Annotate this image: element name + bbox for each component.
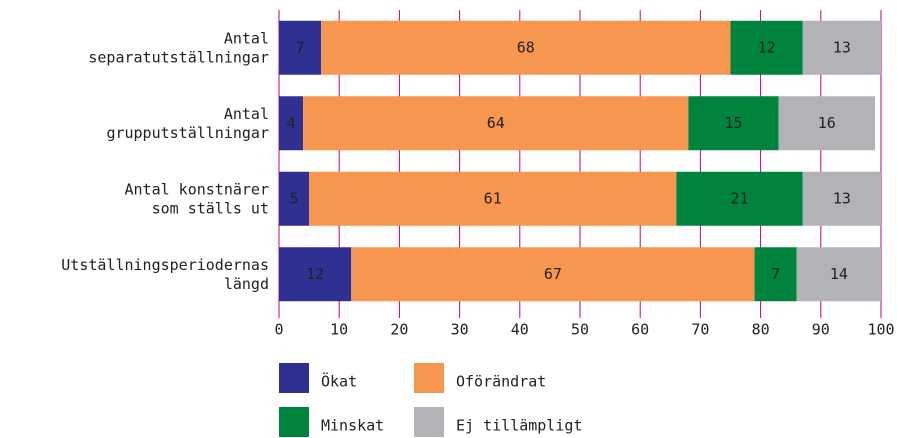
legend-label: Minskat — [321, 417, 384, 435]
x-tick-label: 20 — [390, 321, 408, 339]
category-label: Antal konstnärer som ställs ut — [125, 180, 270, 217]
bar-segment — [309, 171, 677, 226]
data-label: 21 — [730, 189, 748, 207]
data-label: 4 — [287, 114, 296, 132]
x-tick-label: 60 — [631, 321, 649, 339]
bar-segment — [321, 20, 731, 75]
legend-swatch — [414, 363, 444, 393]
data-label: 68 — [517, 38, 535, 56]
data-label: 7 — [296, 38, 305, 56]
data-label: 13 — [833, 189, 851, 207]
bar-segment — [796, 247, 881, 302]
data-label: 15 — [724, 114, 742, 132]
bar-segment — [688, 96, 779, 151]
bar-segment — [303, 96, 689, 151]
category-label: Antal separatutställningar — [88, 29, 269, 66]
bar-segment — [754, 247, 797, 302]
x-tick-label: 10 — [330, 321, 348, 339]
legend-swatch — [414, 407, 444, 437]
x-tick-label: 100 — [867, 321, 894, 339]
category-label: Utställningsperiodernas längd — [61, 255, 269, 292]
x-tick-label: 70 — [691, 321, 709, 339]
data-label: 16 — [818, 114, 836, 132]
bar-segment — [279, 171, 310, 226]
category-label: Antal grupputställningar — [106, 104, 269, 141]
legend-label: Ökat — [321, 372, 357, 391]
x-tick-label: 40 — [511, 321, 529, 339]
data-label: 14 — [830, 265, 848, 283]
data-label: 67 — [544, 265, 562, 283]
data-label: 12 — [758, 38, 776, 56]
legend-swatch — [279, 407, 309, 437]
x-tick-label: 30 — [451, 321, 469, 339]
legend-label: Ej tillämpligt — [456, 417, 582, 435]
data-label: 12 — [306, 265, 324, 283]
data-label: 61 — [484, 189, 502, 207]
bar-segment — [279, 96, 304, 151]
legend-label: Oförändrat — [456, 373, 546, 391]
bar-segment — [351, 247, 755, 302]
data-label: 13 — [833, 38, 851, 56]
bar-segment — [802, 20, 881, 75]
bar-segment — [730, 20, 803, 75]
bar-segment — [778, 96, 875, 151]
x-tick-label: 90 — [812, 321, 830, 339]
bar-segment — [802, 171, 881, 226]
data-label: 5 — [290, 189, 299, 207]
bar-segment — [279, 20, 322, 75]
bar-segment — [279, 247, 352, 302]
data-label: 64 — [487, 114, 505, 132]
bar-segment — [676, 171, 803, 226]
legend-swatch — [279, 363, 309, 393]
data-label: 7 — [771, 265, 780, 283]
x-tick-label: 80 — [752, 321, 770, 339]
x-tick-label: 50 — [571, 321, 589, 339]
x-tick-label: 0 — [274, 321, 283, 339]
